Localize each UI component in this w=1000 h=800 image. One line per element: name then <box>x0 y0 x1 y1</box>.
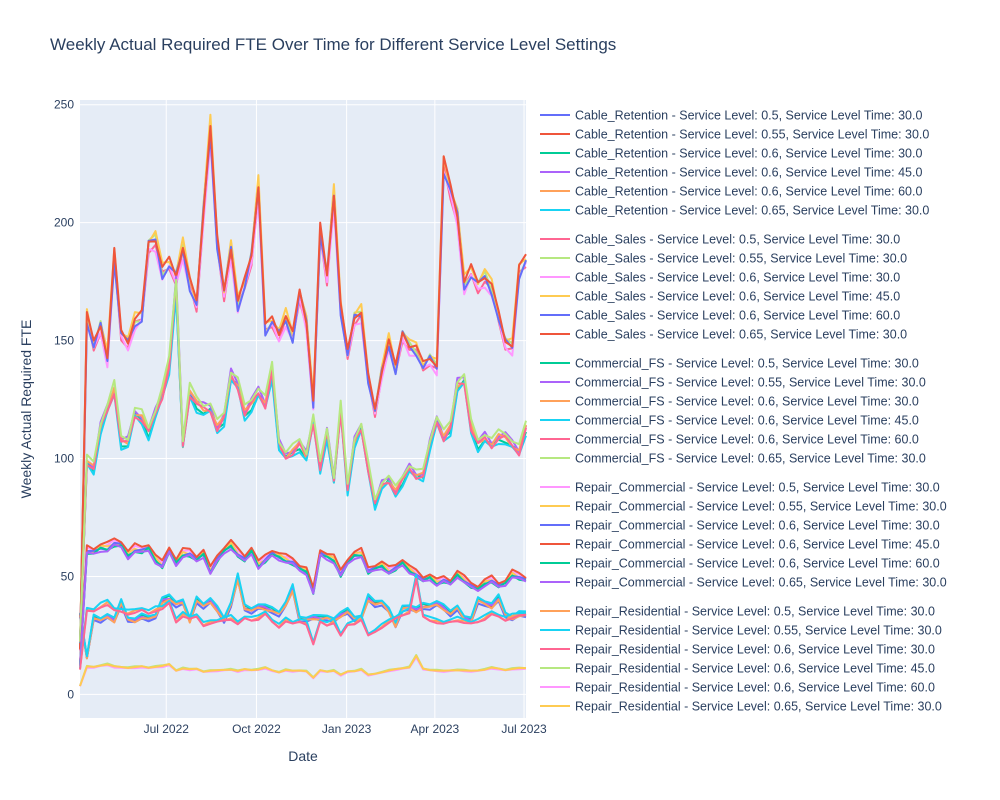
legend-label: Commercial_FS - Service Level: 0.6, Serv… <box>575 395 919 409</box>
legend-label: Cable_Sales - Service Level: 0.5, Servic… <box>575 233 900 247</box>
legend-label: Cable_Retention - Service Level: 0.65, S… <box>575 204 929 218</box>
legend-item[interactable]: Repair_Commercial - Service Level: 0.55,… <box>540 500 947 514</box>
chart-title: Weekly Actual Required FTE Over Time for… <box>50 35 616 54</box>
legend-label: Repair_Commercial - Service Level: 0.65,… <box>575 576 947 590</box>
legend-item[interactable]: Repair_Residential - Service Level: 0.65… <box>540 700 942 714</box>
grid-lines <box>80 100 526 718</box>
legend-item[interactable]: Cable_Sales - Service Level: 0.55, Servi… <box>540 252 907 266</box>
series-line-1-2 <box>79 141 527 651</box>
x-tick-label: Apr 2023 <box>410 722 459 736</box>
legend-label: Repair_Commercial - Service Level: 0.55,… <box>575 500 947 514</box>
series-line-3-4 <box>79 544 527 666</box>
legend-item[interactable]: Cable_Retention - Service Level: 0.6, Se… <box>540 147 922 161</box>
legend-item[interactable]: Cable_Sales - Service Level: 0.6, Servic… <box>540 309 900 323</box>
x-axis-ticks: Jul 2022 Oct 2022 Jan 2023 Apr 2023 Jul 2023 <box>144 722 547 736</box>
legend-item[interactable]: Repair_Residential - Service Level: 0.55… <box>540 624 942 638</box>
legend-label: Cable_Retention - Service Level: 0.5, Se… <box>575 109 922 123</box>
legend-label: Commercial_FS - Service Level: 0.55, Ser… <box>575 376 926 390</box>
legend-label: Repair_Residential - Service Level: 0.6,… <box>575 662 935 676</box>
legend-label: Cable_Retention - Service Level: 0.55, S… <box>575 128 929 142</box>
y-tick-label: 100 <box>54 452 74 466</box>
legend-item[interactable]: Cable_Sales - Service Level: 0.6, Servic… <box>540 290 900 304</box>
legend-item[interactable]: Commercial_FS - Service Level: 0.6, Serv… <box>540 414 919 428</box>
legend-item[interactable]: Repair_Commercial - Service Level: 0.6, … <box>540 519 940 533</box>
y-tick-label: 50 <box>61 569 75 583</box>
legend-item[interactable]: Cable_Retention - Service Level: 0.6, Se… <box>540 185 922 199</box>
y-tick-label: 200 <box>54 216 74 230</box>
legend-label: Repair_Commercial - Service Level: 0.5, … <box>575 481 940 495</box>
series-line-4-2 <box>79 577 527 670</box>
legend-label: Cable_Retention - Service Level: 0.6, Se… <box>575 147 922 161</box>
x-tick-label: Oct 2022 <box>232 722 281 736</box>
y-axis-ticks: 0 50 100 150 200 250 <box>54 98 74 702</box>
legend-item[interactable]: Commercial_FS - Service Level: 0.6, Serv… <box>540 433 919 447</box>
legend-item[interactable]: Repair_Commercial - Service Level: 0.6, … <box>540 557 940 571</box>
legend-item[interactable]: Cable_Retention - Service Level: 0.65, S… <box>540 204 929 218</box>
legend-label: Repair_Residential - Service Level: 0.6,… <box>575 643 935 657</box>
legend-item[interactable]: Cable_Sales - Service Level: 0.6, Servic… <box>540 271 900 285</box>
legend-label: Repair_Residential - Service Level: 0.6,… <box>575 681 935 695</box>
legend-label: Commercial_FS - Service Level: 0.6, Serv… <box>575 433 919 447</box>
legend-item[interactable]: Cable_Retention - Service Level: 0.5, Se… <box>540 109 922 123</box>
legend-label: Commercial_FS - Service Level: 0.6, Serv… <box>575 414 919 428</box>
x-axis-title: Date <box>288 748 318 764</box>
y-tick-label: 250 <box>54 98 74 112</box>
legend-item[interactable]: Repair_Residential - Service Level: 0.5,… <box>540 605 935 619</box>
x-tick-label: Jul 2023 <box>501 722 547 736</box>
legend-label: Repair_Commercial - Service Level: 0.6, … <box>575 557 940 571</box>
series-line-4-5 <box>79 654 527 687</box>
legend-item[interactable]: Cable_Retention - Service Level: 0.55, S… <box>540 128 929 142</box>
legend-label: Commercial_FS - Service Level: 0.5, Serv… <box>575 357 919 371</box>
legend-item[interactable]: Repair_Commercial - Service Level: 0.5, … <box>540 481 940 495</box>
legend-label: Repair_Commercial - Service Level: 0.6, … <box>575 538 940 552</box>
legend-label: Repair_Residential - Service Level: 0.55… <box>575 624 942 638</box>
legend-item[interactable]: Repair_Commercial - Service Level: 0.65,… <box>540 576 947 590</box>
legend-label: Cable_Sales - Service Level: 0.6, Servic… <box>575 290 900 304</box>
y-tick-label: 150 <box>54 334 74 348</box>
legend-label: Repair_Commercial - Service Level: 0.6, … <box>575 519 940 533</box>
legend-item[interactable]: Repair_Residential - Service Level: 0.6,… <box>540 662 935 676</box>
legend-label: Cable_Sales - Service Level: 0.55, Servi… <box>575 252 907 266</box>
series-line-4-1 <box>79 574 527 669</box>
series-lines <box>79 113 527 687</box>
legend-label: Cable_Sales - Service Level: 0.6, Servic… <box>575 271 900 285</box>
x-tick-label: Jul 2022 <box>144 722 190 736</box>
series-line-2-3 <box>79 294 527 643</box>
legend-label: Repair_Residential - Service Level: 0.5,… <box>575 605 935 619</box>
legend-item[interactable]: Repair_Residential - Service Level: 0.6,… <box>540 643 935 657</box>
legend-item[interactable]: Cable_Retention - Service Level: 0.6, Se… <box>540 166 922 180</box>
legend-item[interactable]: Commercial_FS - Service Level: 0.65, Ser… <box>540 452 926 466</box>
legend-item[interactable]: Cable_Sales - Service Level: 0.65, Servi… <box>540 328 907 342</box>
legend-item[interactable]: Repair_Commercial - Service Level: 0.6, … <box>540 538 940 552</box>
y-axis-title: Weekly Actual Required FTE <box>18 320 34 499</box>
series-line-3-3 <box>79 537 527 665</box>
legend-item[interactable]: Cable_Sales - Service Level: 0.5, Servic… <box>540 233 900 247</box>
series-line-0-5 <box>79 572 527 658</box>
legend-item[interactable]: Commercial_FS - Service Level: 0.6, Serv… <box>540 395 919 409</box>
legend-item[interactable]: Repair_Residential - Service Level: 0.6,… <box>540 681 935 695</box>
plot-area <box>80 100 526 718</box>
legend: Cable_Retention - Service Level: 0.5, Se… <box>540 109 947 714</box>
legend-label: Cable_Sales - Service Level: 0.65, Servi… <box>575 328 907 342</box>
series-line-1-5 <box>79 125 527 650</box>
y-tick-label: 0 <box>67 687 74 701</box>
series-line-3-5 <box>79 543 527 666</box>
x-tick-label: Jan 2023 <box>322 722 372 736</box>
legend-item[interactable]: Commercial_FS - Service Level: 0.55, Ser… <box>540 376 926 390</box>
legend-label: Commercial_FS - Service Level: 0.65, Ser… <box>575 452 926 466</box>
legend-label: Cable_Sales - Service Level: 0.6, Servic… <box>575 309 900 323</box>
legend-label: Cable_Retention - Service Level: 0.6, Se… <box>575 166 922 180</box>
series-line-2-5 <box>79 278 527 642</box>
legend-label: Repair_Residential - Service Level: 0.65… <box>575 700 942 714</box>
legend-label: Cable_Retention - Service Level: 0.6, Se… <box>575 185 922 199</box>
legend-item[interactable]: Commercial_FS - Service Level: 0.5, Serv… <box>540 357 919 371</box>
